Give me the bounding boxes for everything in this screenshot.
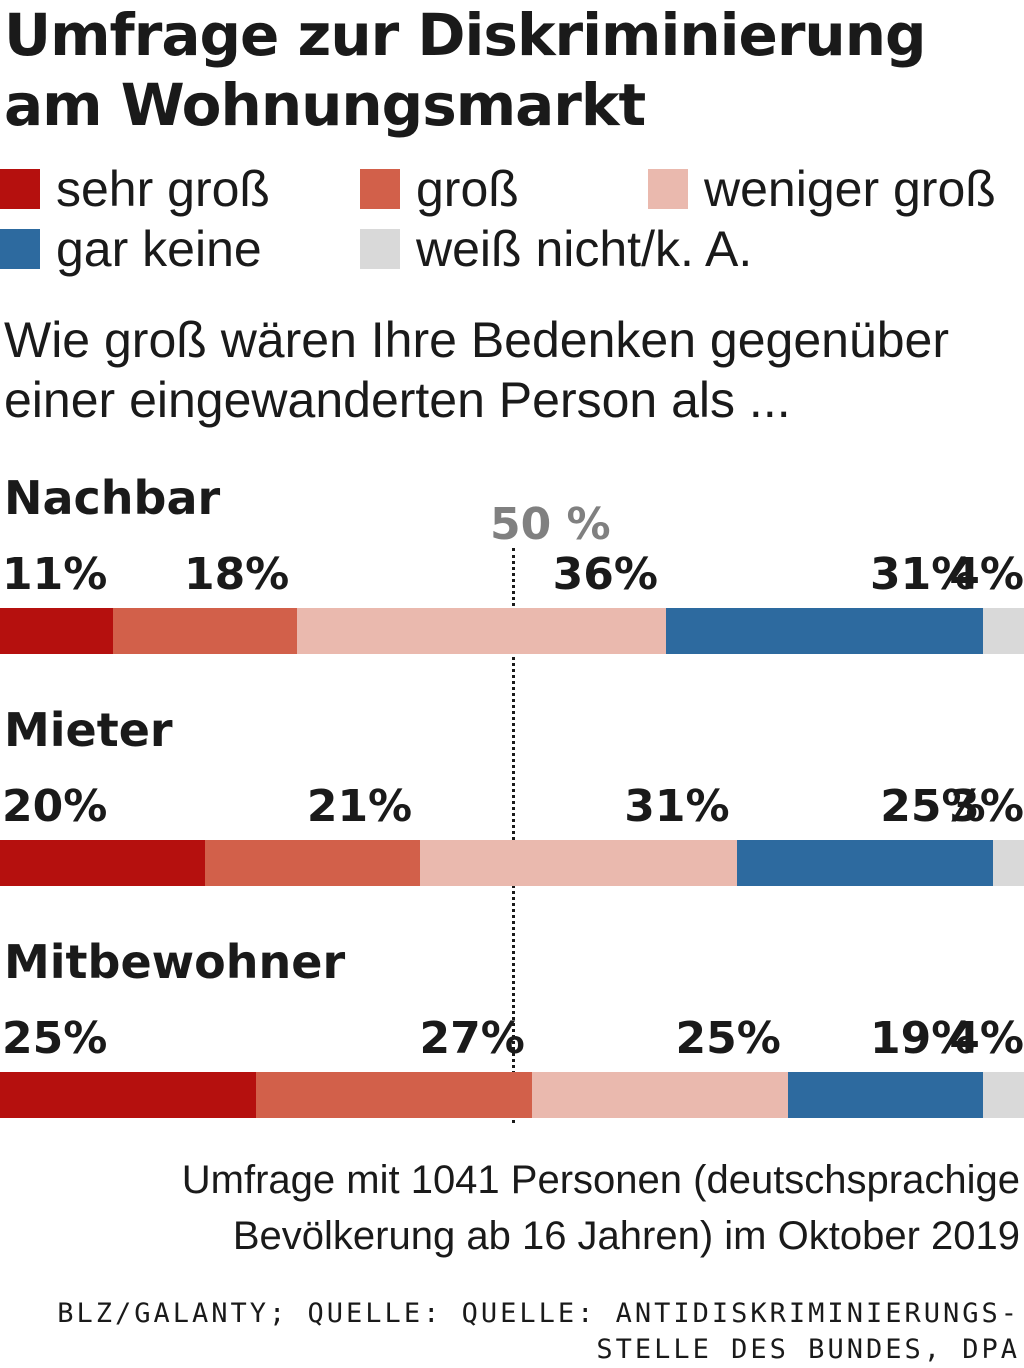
category-label-mitbewohner: Mitbewohner	[4, 935, 346, 989]
value-label-mieter-gar-keine: 25%	[880, 781, 986, 832]
legend-swatch-weniger-gross	[648, 169, 688, 209]
legend-label-gar-keine: gar keine	[56, 221, 262, 277]
value-label-mitbewohner-gross: 27%	[419, 1013, 525, 1064]
bar-segment-nachbar-gar-keine	[665, 608, 984, 654]
legend-swatch-weiss-nicht	[360, 229, 400, 269]
legend-item-weiss-nicht: weiß nicht/k. A.	[360, 221, 752, 277]
source-line-1: BLZ/GALANTY; QUELLE: QUELLE: ANTIDISKRIM…	[57, 1298, 1020, 1329]
value-label-mitbewohner-weiss-nicht-k-a: 4%	[949, 1013, 1024, 1064]
legend-item-gross: groß	[360, 161, 519, 217]
legend-swatch-sehr-gross	[0, 169, 40, 209]
source-line-2: STELLE DES BUNDES, DPA	[596, 1334, 1020, 1365]
bar-segment-nachbar-weiss-nicht-k-a	[983, 608, 1024, 654]
legend: sehr groß groß weniger groß gar keine we…	[0, 155, 1024, 285]
survey-note-line-2: Bevölkerung ab 16 Jahren) im Oktober 201…	[232, 1214, 1020, 1258]
value-label-mitbewohner-sehr-gross: 25%	[2, 1013, 108, 1064]
value-label-mieter-weiss-nicht-k-a: 3%	[949, 781, 1024, 832]
bar-segment-mitbewohner-weiss-nicht-k-a	[983, 1072, 1024, 1118]
bar-segment-mieter-weiss-nicht-k-a	[993, 840, 1024, 886]
category-label-mieter: Mieter	[4, 703, 173, 757]
value-label-nachbar-gross: 18%	[183, 549, 290, 600]
bar-segment-mitbewohner-gross	[256, 1072, 533, 1118]
value-label-nachbar-weiss-nicht-k-a: 4%	[949, 549, 1024, 600]
legend-item-gar-keine: gar keine	[0, 221, 262, 277]
legend-label-weiss-nicht: weiß nicht/k. A.	[416, 221, 753, 277]
bar-segment-nachbar-gross	[112, 608, 297, 654]
value-label-mieter-sehr-gross: 20%	[2, 781, 108, 832]
bar-segment-mitbewohner-sehr-gross	[0, 1072, 256, 1118]
legend-swatch-gar-keine	[0, 229, 40, 269]
bar-segment-mitbewohner-weniger-gross	[532, 1072, 789, 1118]
bar-segment-nachbar-weniger-gross	[296, 608, 666, 654]
legend-label-weniger-gross: weniger groß	[704, 161, 996, 217]
bar-segment-mitbewohner-gar-keine	[788, 1072, 984, 1118]
legend-item-weniger-gross: weniger groß	[648, 161, 996, 217]
value-label-nachbar-gar-keine: 31%	[870, 549, 976, 600]
bar-segment-mieter-gross	[204, 840, 420, 886]
chart-title: Umfrage zur Diskriminierung am Wohnungsm…	[4, 1, 927, 139]
bar-segment-mieter-weniger-gross	[419, 840, 738, 886]
category-label-nachbar: Nachbar	[4, 471, 221, 525]
value-label-mitbewohner-weniger-gross: 25%	[675, 1013, 781, 1064]
reference-line-label: 50 %	[490, 499, 611, 550]
survey-note-line-1: Umfrage mit 1041 Personen (deutschsprach…	[181, 1158, 1020, 1202]
bar-segment-mieter-gar-keine	[737, 840, 994, 886]
legend-swatch-gross	[360, 169, 400, 209]
bar-segment-mieter-sehr-gross	[0, 840, 205, 886]
bar-segment-nachbar-sehr-gross	[0, 608, 113, 654]
value-label-mieter-gross: 21%	[306, 781, 413, 832]
reference-line-50	[512, 548, 515, 1123]
survey-question: Wie groß wären Ihre Bedenken gegenüber e…	[4, 312, 950, 428]
legend-label-sehr-gross: sehr groß	[56, 161, 270, 217]
value-label-nachbar-weniger-gross: 36%	[552, 549, 658, 600]
legend-item-sehr-gross: sehr groß	[0, 161, 270, 217]
value-label-nachbar-sehr-gross: 11%	[2, 549, 108, 600]
value-label-mitbewohner-gar-keine: 19%	[870, 1013, 976, 1064]
legend-label-gross: groß	[416, 161, 519, 217]
value-label-mieter-weniger-gross: 31%	[624, 781, 730, 832]
